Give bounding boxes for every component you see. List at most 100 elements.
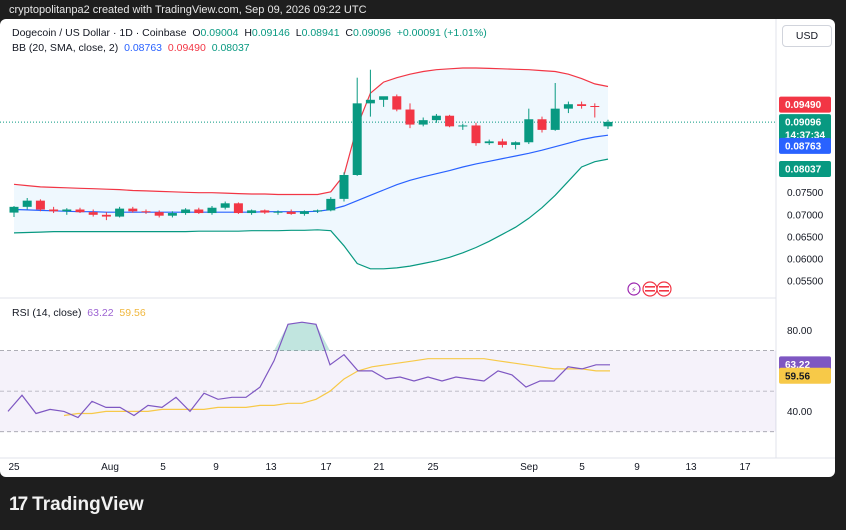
bb-band-fill bbox=[14, 68, 608, 269]
time-tick-label: 21 bbox=[373, 462, 385, 473]
candle-body bbox=[247, 210, 257, 214]
candle-body bbox=[471, 125, 481, 144]
price-tick-label: 0.06500 bbox=[787, 232, 824, 243]
candle-body bbox=[181, 209, 191, 214]
rsi-pane: 80.00 40.00 bbox=[0, 321, 812, 433]
lightning-icon[interactable] bbox=[627, 282, 641, 296]
price-tick-label: 0.06000 bbox=[787, 255, 824, 266]
bb-fill bbox=[14, 68, 608, 269]
us-flag-stripe bbox=[645, 286, 655, 288]
candle-body bbox=[194, 209, 204, 214]
candle-body bbox=[22, 200, 32, 207]
lower-band-tag-bg bbox=[779, 160, 831, 177]
currency-button[interactable]: USD bbox=[782, 25, 832, 47]
candle-body bbox=[445, 115, 455, 127]
bb-upper-value: 0.09490 bbox=[167, 42, 206, 54]
open-label: O bbox=[192, 27, 201, 39]
change-value: +0.00091 (+1.01%) bbox=[396, 27, 487, 39]
candle-body bbox=[590, 106, 600, 107]
bb-basis-line bbox=[13, 134, 609, 213]
chart-panel bbox=[0, 19, 835, 477]
basis-band-tag-bg bbox=[779, 137, 831, 154]
rsi-label: RSI (14, close) bbox=[12, 307, 82, 319]
candle-body bbox=[154, 212, 164, 216]
event-badges[interactable]: ⚡ bbox=[627, 281, 672, 297]
candle-body bbox=[563, 104, 573, 109]
candle-body bbox=[9, 206, 19, 213]
rsi-ma-tag: 59.56 bbox=[785, 371, 810, 382]
time-axis: 25 Aug 5 9 13 17 21 25 Sep 5 9 13 17 bbox=[8, 462, 751, 473]
time-tick-label: Sep bbox=[520, 462, 538, 473]
price-tags: 0.09490 0.09096 14:37:340.08763 0.08037 63.2… bbox=[779, 96, 831, 384]
candle-body bbox=[418, 120, 428, 125]
price-tick-label: 0.07000 bbox=[787, 210, 824, 221]
rsi-ma-line bbox=[63, 358, 610, 417]
us-flag-icon[interactable] bbox=[656, 281, 672, 297]
rsi-legend: RSI (14, close) 63.22 59.56 bbox=[12, 307, 146, 319]
candle-body bbox=[392, 96, 402, 110]
candle-body bbox=[260, 210, 270, 213]
candle-body bbox=[431, 115, 441, 121]
low-value: 0.08941 bbox=[301, 27, 340, 39]
candle-body bbox=[286, 211, 296, 214]
time-tick-label: 9 bbox=[634, 462, 640, 473]
candle-body bbox=[524, 119, 534, 143]
rsi-ma-value: 59.56 bbox=[119, 307, 146, 319]
lightning-glyph: ⚡ bbox=[631, 286, 637, 295]
candle-body bbox=[577, 104, 587, 106]
candle-body bbox=[62, 209, 72, 212]
tradingview-logo-icon: 17 bbox=[9, 494, 28, 515]
us-flag-stripe bbox=[659, 286, 669, 288]
candle-body bbox=[49, 209, 59, 212]
time-tick-label: 5 bbox=[579, 462, 585, 473]
time-tick-label: 13 bbox=[685, 462, 697, 473]
candle-body bbox=[326, 198, 336, 211]
low-label: L bbox=[295, 27, 302, 39]
candle-body bbox=[313, 210, 323, 212]
us-flag-icon[interactable] bbox=[642, 281, 658, 297]
candle-body bbox=[233, 203, 243, 214]
upper-band-tag: 0.09490 bbox=[785, 100, 822, 111]
time-tick-label: 17 bbox=[739, 462, 751, 473]
bb-label: BB (20, SMA, close, 2) bbox=[12, 42, 119, 54]
rsi-overbought-fill bbox=[8, 322, 610, 351]
attribution-text: cryptopolitanpa2 created with TradingVie… bbox=[9, 4, 367, 16]
candle-body bbox=[379, 96, 389, 100]
basis-band-tag: 0.08763 bbox=[785, 141, 822, 152]
candle-body bbox=[352, 103, 362, 175]
time-tick-label: 5 bbox=[160, 462, 166, 473]
candle-body bbox=[88, 212, 98, 215]
candle-body bbox=[128, 208, 138, 212]
candle-body bbox=[167, 213, 177, 216]
close-price-tag: 0.09096 bbox=[785, 118, 822, 129]
rsi-tick-label: 40.00 bbox=[787, 407, 812, 418]
candle-body bbox=[497, 141, 507, 145]
us-flag-stripe bbox=[659, 290, 669, 292]
countdown-tag: 14:37:34 bbox=[785, 131, 825, 142]
bb-legend: BB (20, SMA, close, 2) 0.08763 0.09490 0… bbox=[12, 42, 250, 54]
time-tick-label: 25 bbox=[8, 462, 20, 473]
candle-body bbox=[550, 108, 560, 130]
candle-body bbox=[537, 119, 547, 130]
rsi-tick-label: 80.00 bbox=[787, 326, 812, 337]
candle-body bbox=[273, 211, 283, 213]
candle-body bbox=[141, 211, 151, 213]
price-axis: 0.07500 0.07000 0.06500 0.06000 0.05500 bbox=[787, 188, 824, 287]
time-tick-label: 9 bbox=[213, 462, 219, 473]
candles bbox=[9, 69, 613, 221]
candle-body bbox=[339, 175, 349, 199]
close-tag-bg bbox=[779, 114, 831, 145]
price-tick-label: 0.05500 bbox=[787, 277, 824, 288]
symbol-name: Dogecoin / US Dollar · 1D · Coinbase bbox=[12, 27, 187, 39]
close-value: 0.09096 bbox=[352, 27, 391, 39]
tradingview-brand[interactable]: 17 TradingView bbox=[9, 494, 144, 516]
close-label: C bbox=[345, 27, 353, 39]
bb-upper-line bbox=[13, 67, 609, 196]
time-tick-label: Aug bbox=[101, 462, 119, 473]
time-tick-label: 17 bbox=[320, 462, 332, 473]
candle-body bbox=[365, 99, 375, 104]
candle-body bbox=[220, 203, 230, 208]
candle-body bbox=[405, 109, 415, 125]
candle-body bbox=[115, 208, 125, 217]
candle-body bbox=[484, 141, 494, 144]
